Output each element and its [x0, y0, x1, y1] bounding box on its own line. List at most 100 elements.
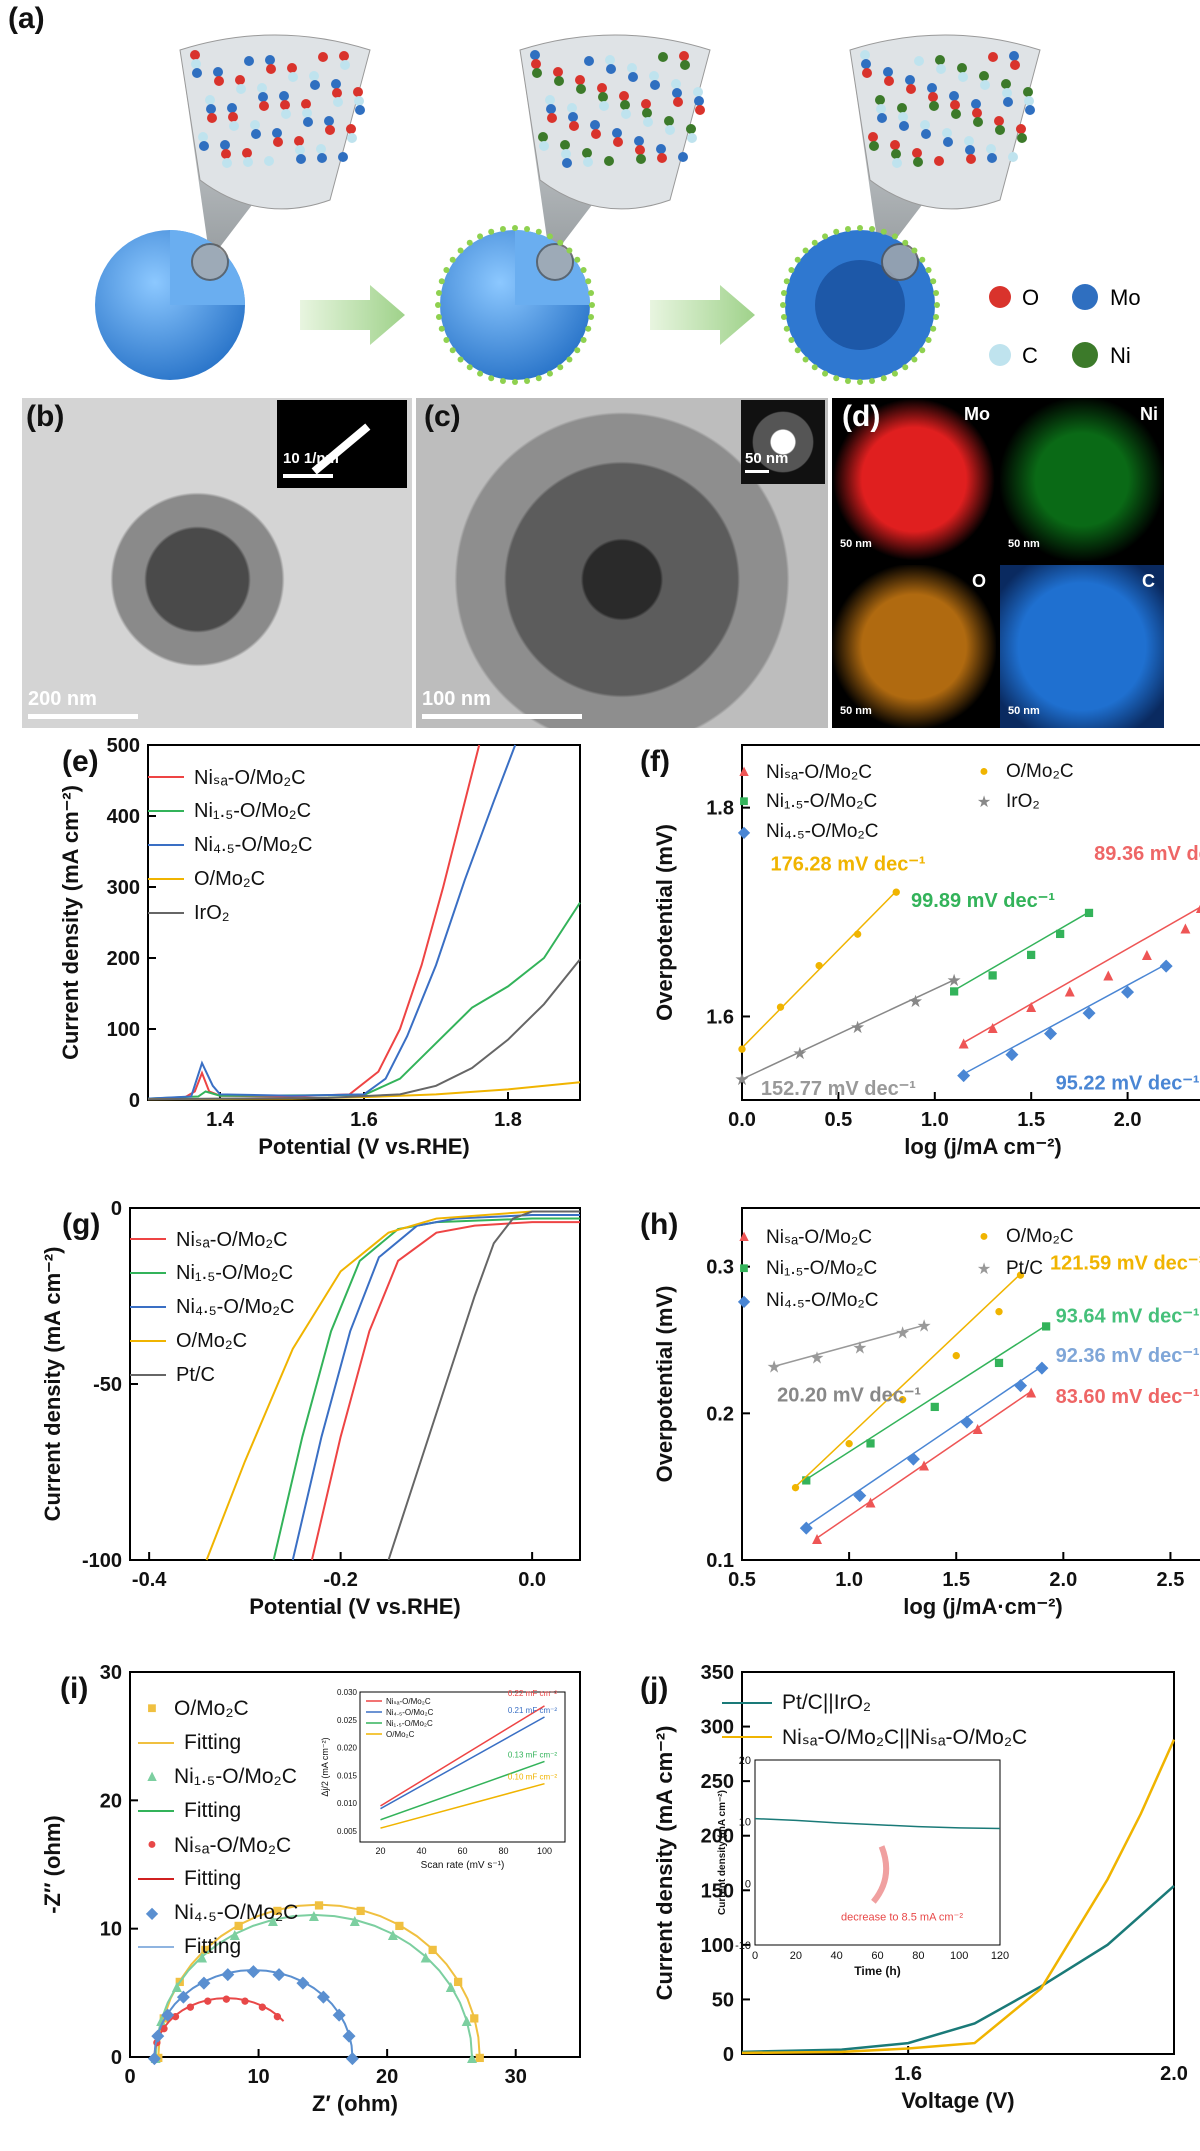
panel-label-c: (c): [424, 400, 461, 433]
data-point: ▲: [464, 2048, 481, 2067]
legend-j: Pt/C||IrO₂ Niₛₐ-O/Mo₂C||Niₛₐ-O/Mo₂C: [722, 1686, 1027, 1754]
slope-label: 176.28 mV dec⁻¹: [770, 853, 925, 875]
ni-dot: [794, 347, 801, 354]
fitting-curve: [153, 1997, 285, 2058]
inset-x-axis-label: Time (h): [854, 1964, 900, 1978]
atom: [949, 91, 959, 101]
y-tick-label: 30: [100, 1662, 122, 1684]
atom: [310, 80, 320, 90]
data-point: ◆: [1035, 1357, 1049, 1376]
cdl-inset: 20 40 60 80 100 0.005 0.010 0.015 0.020 0.025 0.03…: [320, 1688, 566, 1871]
atom: [561, 149, 571, 159]
atom: [657, 153, 667, 163]
eds-scale-o: 50 nm: [840, 705, 872, 717]
legend-label: Ni₄.₅-O/Mo₂C: [174, 1901, 299, 1924]
legend-label: Ni₁.₅-O/Mo₂C: [174, 1765, 297, 1788]
data-point: ▲: [1061, 981, 1078, 1000]
ni-dot: [443, 267, 450, 274]
atom: [942, 128, 952, 138]
data-point: ■: [994, 1353, 1004, 1372]
data-point: ●: [272, 2006, 282, 2025]
atom: [353, 87, 363, 97]
atom: [649, 71, 659, 81]
x-tick-label: -0.4: [132, 1569, 167, 1591]
atom: [951, 109, 961, 119]
data-point: ★: [895, 1324, 910, 1343]
inset-x-tick-label: 80: [498, 1846, 508, 1856]
y-tick-label: 300: [107, 877, 140, 899]
inset-y-axis-label: Current density (mA cm⁻²): [717, 1790, 728, 1915]
ni-dot: [512, 379, 518, 385]
inset-slope-label: 0.10 mF cm⁻²: [508, 1773, 557, 1782]
inset-x-axis-label: Scan rate (mV s⁻¹): [421, 1860, 505, 1871]
ni-dot: [783, 325, 790, 332]
data-point: ●: [891, 882, 901, 901]
chart-g: -0.4 -0.2 0.0 0 -50 -100 Potential (V vs.RHE) C…: [40, 1198, 581, 1619]
atom: [324, 116, 334, 126]
data-point: ◆: [221, 1964, 235, 1983]
legend-label: Fitting: [184, 1867, 242, 1890]
data-point: ▲: [265, 1911, 282, 1930]
tem-image-c: 50 nm 100 nm: [416, 398, 828, 728]
ni-dot: [902, 364, 909, 371]
legend-label: Ni₄.₅-O/Mo₂C: [766, 821, 879, 842]
atom: [636, 154, 646, 164]
ni-dot: [925, 267, 932, 274]
atom: [198, 132, 208, 142]
x-tick-label: 0.0: [518, 1569, 546, 1591]
atom: [876, 104, 886, 114]
eds-label-o: O: [972, 571, 987, 591]
atom: [965, 145, 975, 155]
atom: [207, 113, 217, 123]
ni-dot: [794, 256, 801, 263]
atom: [678, 152, 688, 162]
atom: [331, 79, 341, 89]
atom: [920, 120, 930, 130]
ni-dot: [546, 370, 553, 377]
y-tick-label: 10: [100, 1919, 122, 1941]
atom: [266, 64, 276, 74]
y-tick-label: 150: [701, 1880, 734, 1902]
atom: [987, 153, 997, 163]
atom: [897, 103, 907, 113]
data-point: ■: [949, 981, 959, 1000]
inset-scale-label: 50 nm: [745, 450, 789, 467]
schematic-stage-2: [440, 34, 711, 380]
ni-dot: [457, 356, 464, 363]
atom: [971, 99, 981, 109]
legend-label: Fitting: [184, 1799, 242, 1822]
x-tick-label: 1.4: [206, 1109, 235, 1131]
y-axis-label: Current density (mA cm⁻²): [40, 1247, 65, 1522]
tem-image-b: 10 1/nm 200 nm: [22, 398, 412, 728]
x-tick-label: 0: [124, 2066, 135, 2088]
data-point: ◆: [907, 1448, 921, 1467]
data-point: ▲: [226, 1925, 243, 1944]
y-tick-label: 200: [701, 1826, 734, 1848]
atom: [1009, 51, 1019, 61]
data-point: ★: [792, 1044, 807, 1063]
legend-label: O/Mo₂C: [174, 1697, 249, 1720]
y-tick-label: 0: [111, 1198, 122, 1220]
inset-x-tick-label: 20: [790, 1950, 802, 1962]
data-point: ●: [159, 2019, 169, 2038]
data-point: ◆: [197, 1973, 211, 1992]
data-point: ▲: [194, 1948, 211, 1967]
data-point: ◆: [177, 1987, 191, 2006]
y-tick-label: 20: [100, 1790, 122, 1812]
atom: [229, 121, 239, 131]
fit-line: [963, 963, 1167, 1075]
atom: [672, 88, 682, 98]
data-point: ■: [1026, 945, 1036, 964]
atom: [988, 52, 998, 62]
atom: [869, 141, 879, 151]
atom: [192, 68, 202, 78]
ni-dot: [833, 375, 840, 382]
atom: [679, 51, 689, 61]
y-tick-label: 100: [701, 1935, 734, 1957]
ni-dot: [783, 278, 790, 285]
atom: [235, 75, 245, 85]
eds-map-mo: [832, 398, 996, 561]
haadf-inset: 50 nm: [741, 400, 825, 484]
atom: [288, 72, 298, 82]
ni-dot: [844, 225, 851, 232]
